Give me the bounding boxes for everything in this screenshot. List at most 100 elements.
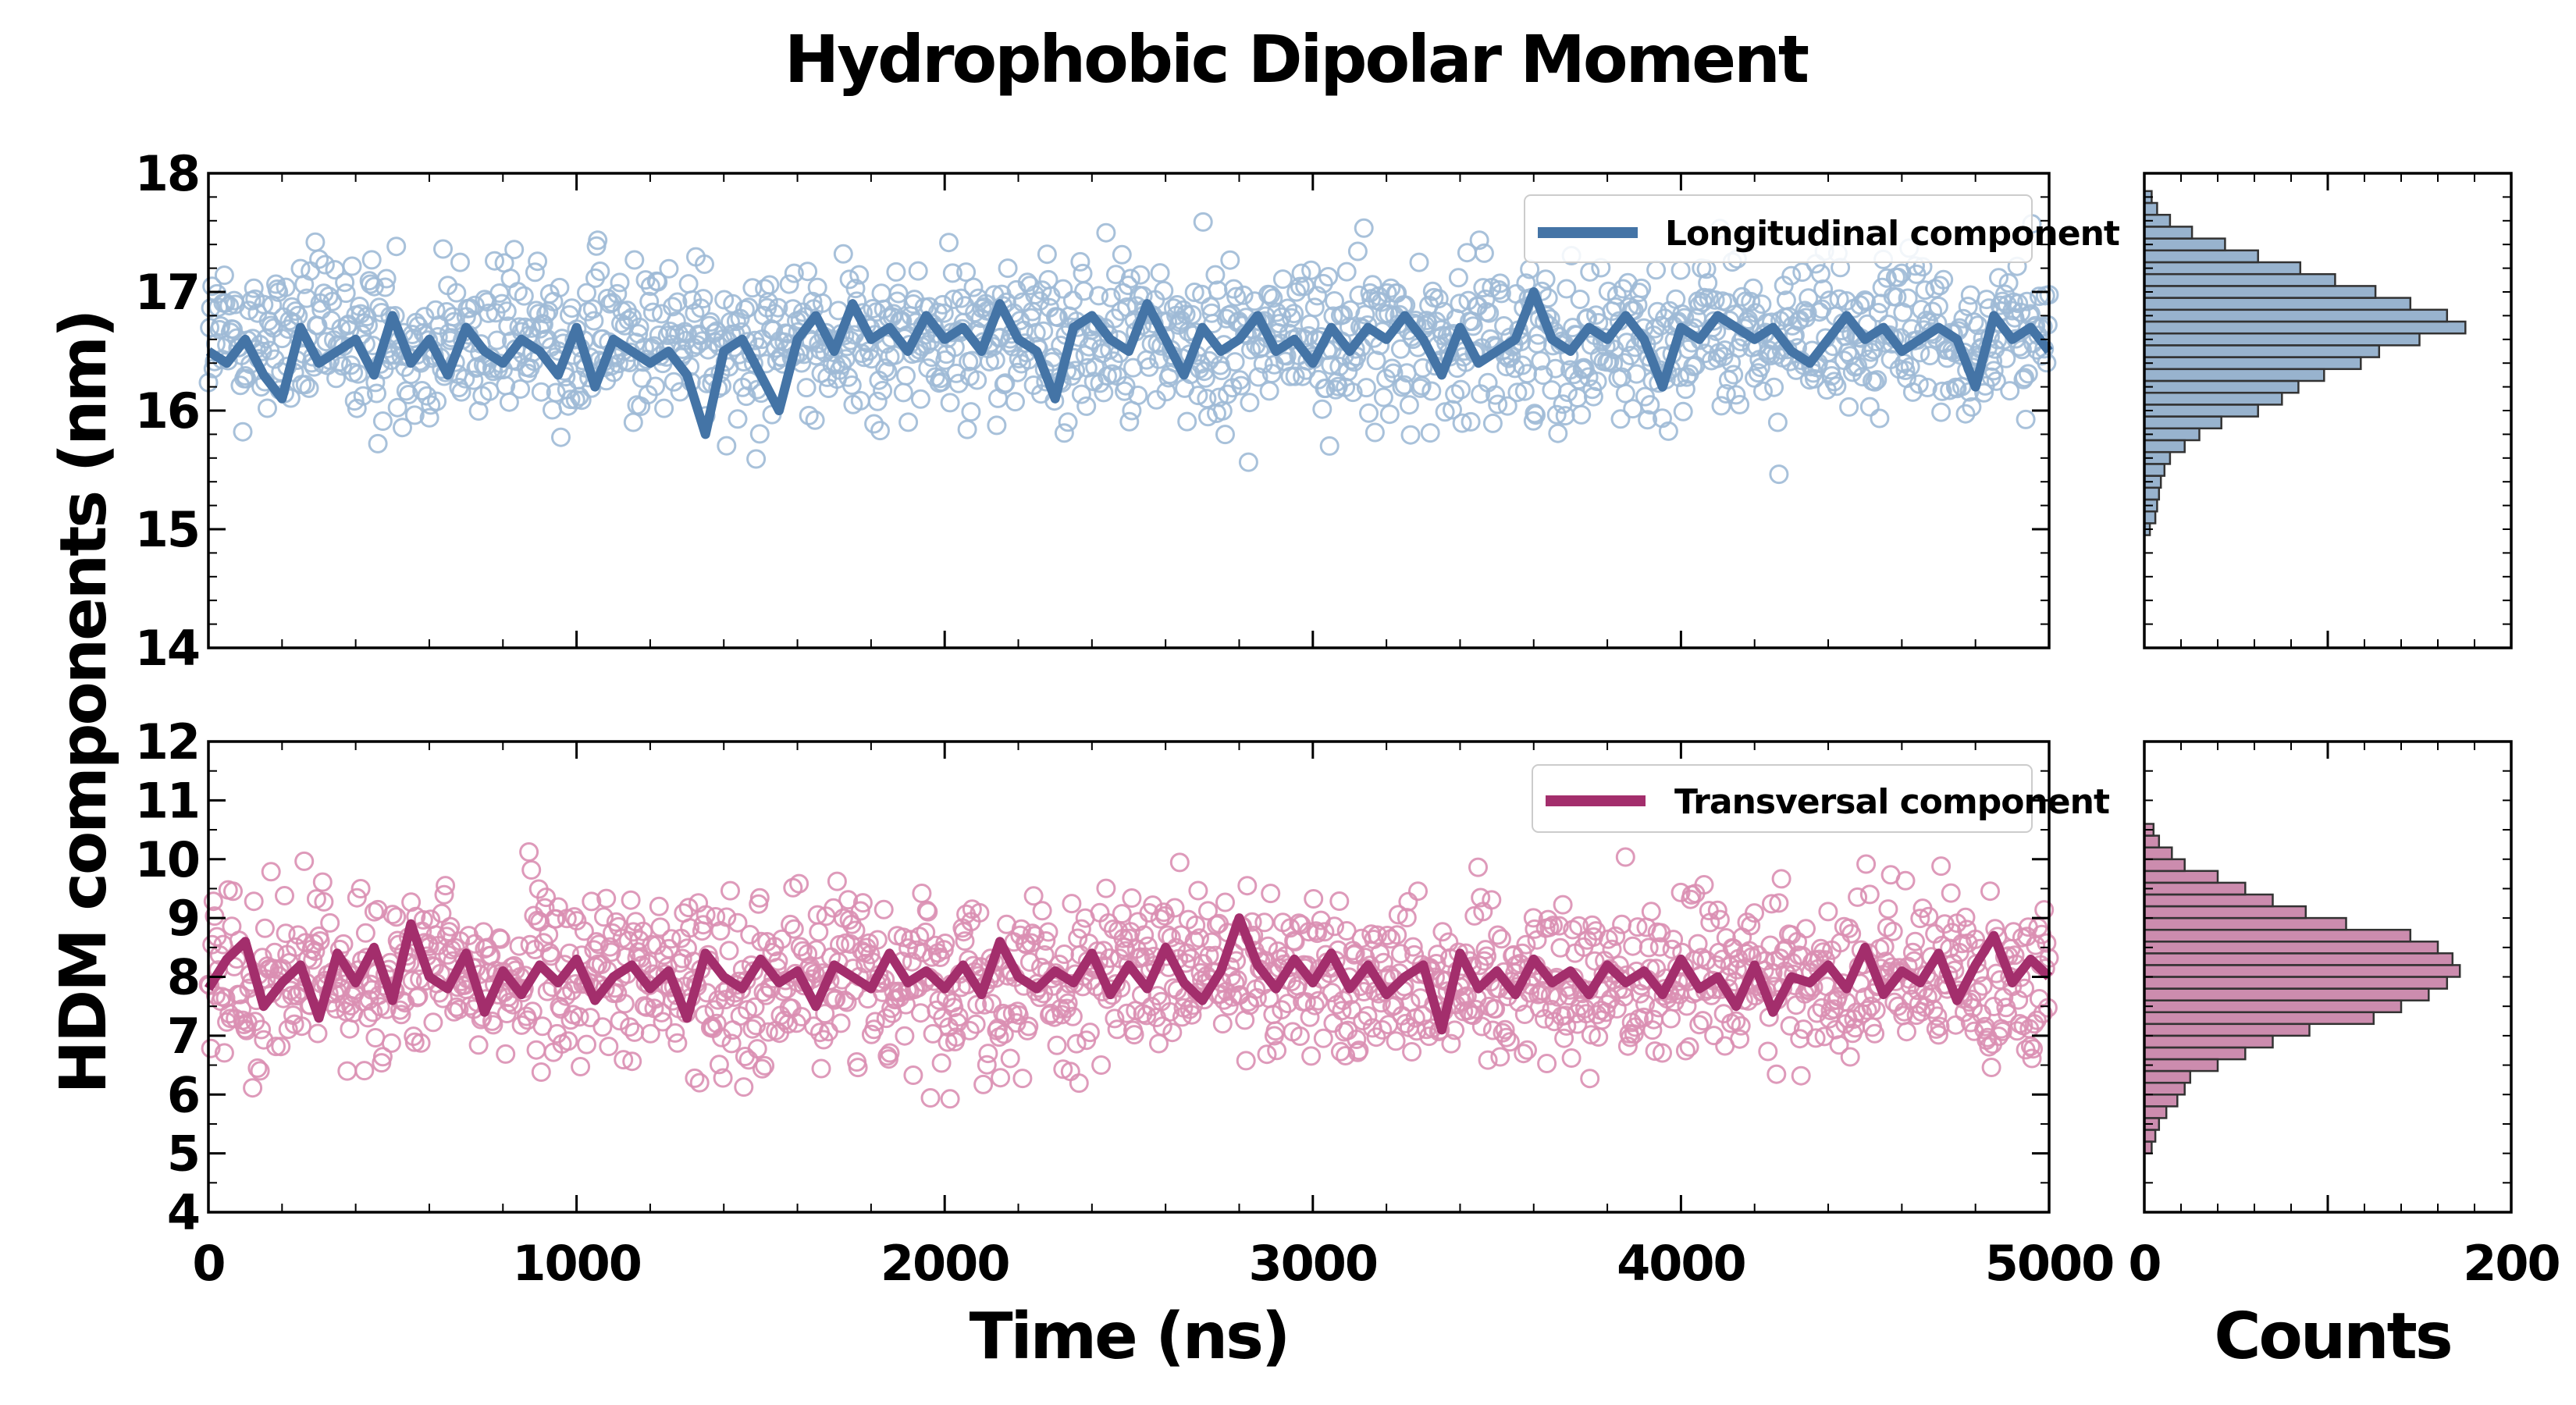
histogram-longitudinal	[2143, 172, 2513, 649]
scatter-point	[877, 361, 898, 382]
histogram-bar	[2143, 226, 2194, 240]
scatter-point	[1278, 298, 1298, 318]
scatter-point	[1409, 252, 1429, 272]
scatter-point	[1062, 290, 1083, 311]
scatter-point	[717, 436, 737, 456]
x-tick-labels-time: 0 1000 2000 3000 4000 5000	[192, 1235, 2115, 1292]
scatter-point	[444, 311, 464, 332]
scatter-point	[551, 427, 571, 447]
scatter-point	[1429, 289, 1449, 309]
scatter-point	[1615, 383, 1635, 404]
scatter-point	[1587, 372, 1607, 392]
scatter-point	[1865, 372, 1885, 392]
histogram-bar	[2143, 379, 2300, 394]
scatter-point	[1557, 1016, 1577, 1036]
scatter-point	[1465, 999, 1485, 1019]
scatter-point	[1106, 265, 1126, 285]
scatter-point	[1942, 923, 1962, 943]
scatter-point	[1673, 401, 1693, 422]
scatter-point	[916, 335, 937, 355]
scatter-point	[1226, 286, 1247, 307]
scatter-point	[693, 289, 713, 309]
scatter-point	[1428, 944, 1448, 965]
scatter-point	[1051, 1005, 1072, 1025]
scatter-point	[571, 390, 592, 411]
scatter-point	[2011, 302, 2031, 322]
scatter-point	[1349, 1040, 1369, 1061]
scatter-point	[1096, 878, 1116, 898]
scatter-point	[590, 261, 610, 281]
scatter-point	[1267, 1040, 1287, 1061]
scatter-point	[1421, 381, 1442, 401]
scatter-point	[1100, 948, 1120, 968]
legend-label-transversal: Transversal component	[1674, 782, 2110, 822]
histogram-bar	[2143, 881, 2247, 896]
scatter-point	[1182, 1005, 1202, 1025]
scatter-point	[1829, 289, 1849, 309]
histogram-frame-transversal	[2143, 740, 2513, 1214]
scatter-point	[2037, 933, 2057, 953]
scatter-point	[1692, 1011, 1713, 1031]
scatter-point	[1711, 396, 1731, 416]
y-tick-labels-longitudinal: 14 15 16 17 18	[135, 145, 201, 677]
scatter-point	[1829, 1035, 1849, 1055]
scatter-point	[1452, 413, 1472, 433]
scatter-point	[1193, 212, 1213, 232]
scatter-point	[1617, 1036, 1638, 1056]
scatter-point	[1169, 852, 1190, 873]
scatter-point	[948, 1007, 969, 1027]
scatter-point	[1952, 934, 1972, 954]
scatter-point	[2008, 293, 2029, 314]
scatter-point	[659, 938, 679, 959]
scatter-point	[768, 297, 788, 318]
scatter-point	[1241, 340, 1261, 360]
scatter-point	[1631, 278, 1652, 298]
scatter-point	[898, 412, 919, 432]
scatter-point	[1762, 894, 1781, 914]
scatter-point	[1325, 916, 1344, 937]
scatter-point	[956, 262, 977, 283]
scatter-point	[1514, 1044, 1534, 1064]
scatter-point	[1635, 994, 1655, 1014]
scatter-point	[2016, 409, 2036, 429]
scatter-point	[624, 250, 645, 270]
scatter-point	[1336, 261, 1357, 282]
x-tick-label: 4000	[1617, 1235, 1745, 1292]
scatter-point	[582, 891, 602, 912]
scatter-point	[320, 912, 340, 933]
scatter-point	[284, 1014, 304, 1034]
scatter-point	[271, 1037, 291, 1057]
scatter-point	[745, 997, 765, 1017]
scatter-point	[1672, 304, 1692, 324]
frame-transversal	[207, 740, 2051, 1214]
scatter-point	[746, 449, 767, 469]
histogram-bar	[2143, 858, 2186, 873]
scatter-point	[784, 263, 804, 283]
scatter-point	[1316, 379, 1336, 398]
scatter-point	[1797, 303, 1817, 323]
scatter-point	[1475, 940, 1496, 960]
scatter-point	[1813, 942, 1834, 962]
scatter-point	[966, 1014, 986, 1034]
scatter-point	[663, 297, 683, 317]
scatter-point	[214, 265, 234, 286]
scatter-point	[1188, 386, 1208, 406]
scatter-point	[1898, 288, 1918, 308]
scatter-point	[1186, 915, 1206, 935]
scatter-point	[650, 917, 671, 937]
scatter-point	[1338, 361, 1358, 382]
scatter-point	[1557, 382, 1578, 402]
scatter-point	[792, 941, 813, 961]
scatter-point	[1964, 312, 1984, 333]
scatter-point	[1377, 926, 1397, 945]
scatter-point	[1468, 857, 1488, 877]
scatter-point	[1312, 399, 1332, 419]
scatter-point	[695, 254, 714, 274]
scatter-point	[603, 923, 622, 943]
scatter-point	[802, 291, 823, 311]
scatter-point	[1494, 316, 1514, 336]
scatter-point	[1321, 355, 1341, 375]
scatter-point	[1023, 886, 1044, 906]
scatter-point	[1161, 927, 1181, 948]
scatter-point	[558, 1031, 578, 1051]
